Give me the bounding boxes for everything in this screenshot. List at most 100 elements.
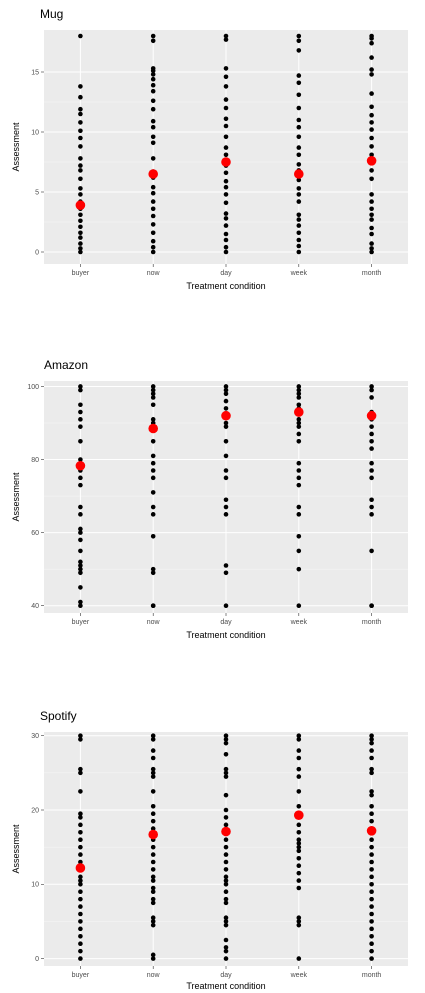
x-tick-label: month — [362, 270, 382, 277]
data-point — [78, 737, 83, 742]
data-point — [78, 94, 83, 100]
data-point — [78, 603, 83, 608]
data-point — [369, 40, 374, 46]
data-point — [296, 212, 302, 218]
data-point — [223, 200, 229, 206]
data-point — [223, 391, 229, 397]
data-point — [369, 91, 374, 96]
data-point — [296, 420, 302, 426]
data-point — [150, 417, 156, 422]
x-tick-label: now — [147, 972, 161, 979]
data-point — [150, 76, 156, 82]
y-tick-label: 40 — [31, 603, 39, 610]
data-point — [296, 38, 302, 44]
data-point — [78, 156, 83, 161]
data-point — [78, 878, 83, 883]
data-point — [223, 881, 229, 887]
data-point — [150, 952, 156, 958]
data-point — [369, 792, 374, 798]
y-tick-label: 0 — [35, 956, 39, 963]
data-point — [296, 92, 302, 98]
data-point — [78, 218, 83, 224]
data-point — [223, 733, 229, 739]
data-point — [223, 751, 229, 757]
mean-point — [75, 863, 86, 873]
data-point — [150, 395, 156, 400]
data-point — [150, 504, 156, 510]
data-point — [150, 213, 156, 219]
data-point — [78, 424, 83, 429]
data-point — [296, 512, 302, 517]
mean-point — [221, 410, 231, 421]
data-point — [223, 844, 229, 850]
data-point — [296, 73, 302, 78]
y-tick-label: 10 — [31, 882, 39, 889]
data-point — [296, 243, 302, 249]
data-point — [369, 896, 374, 902]
data-point — [296, 33, 302, 39]
data-point — [150, 238, 156, 244]
chart-title: Spotify — [40, 709, 77, 723]
data-point — [223, 192, 229, 197]
data-point — [78, 911, 83, 917]
data-point — [78, 815, 83, 820]
data-point — [296, 387, 302, 393]
data-point — [296, 919, 302, 924]
data-point — [296, 230, 302, 236]
data-point — [150, 818, 156, 824]
data-point — [223, 766, 229, 772]
data-point — [150, 249, 156, 255]
data-point — [223, 889, 229, 895]
data-point — [296, 223, 302, 228]
data-point — [296, 482, 302, 488]
data-point — [150, 33, 156, 39]
data-point — [78, 926, 83, 932]
data-point — [296, 152, 302, 158]
data-point — [223, 737, 229, 742]
y-ticks: 0 10 20 30 — [31, 733, 44, 963]
data-point — [150, 733, 156, 739]
mean-point — [366, 826, 377, 836]
data-point — [78, 566, 83, 572]
x-ticks: buyer now day week month — [72, 613, 381, 626]
data-point — [223, 237, 229, 243]
data-point — [150, 38, 156, 44]
data-point — [296, 438, 302, 444]
data-point — [150, 826, 156, 831]
data-point — [78, 144, 83, 149]
data-point — [369, 241, 374, 246]
data-point — [150, 803, 156, 809]
data-point — [296, 733, 302, 739]
data-point — [369, 603, 374, 608]
data-point — [150, 134, 156, 140]
data-point — [296, 417, 302, 422]
data-point — [150, 72, 156, 77]
data-point — [150, 438, 156, 444]
data-point — [296, 177, 302, 183]
data-point — [296, 162, 302, 167]
data-point — [369, 497, 374, 503]
data-point — [150, 468, 156, 473]
data-point — [223, 406, 229, 411]
data-point — [296, 766, 302, 772]
data-point — [223, 223, 229, 228]
mean-point — [294, 810, 304, 820]
data-point — [78, 733, 83, 739]
data-point — [369, 431, 374, 437]
data-point — [296, 533, 302, 539]
data-point — [296, 384, 302, 389]
data-point — [296, 468, 302, 473]
data-point — [78, 585, 83, 590]
data-point — [369, 424, 374, 429]
data-point — [78, 176, 83, 182]
data-point — [296, 848, 302, 854]
data-point — [150, 915, 156, 921]
x-tick-label: now — [147, 270, 161, 277]
data-point — [78, 548, 83, 554]
data-point — [78, 859, 83, 865]
data-point — [78, 896, 83, 902]
data-point — [223, 822, 229, 828]
data-point — [223, 603, 229, 608]
data-point — [78, 33, 83, 39]
data-point — [223, 740, 229, 746]
